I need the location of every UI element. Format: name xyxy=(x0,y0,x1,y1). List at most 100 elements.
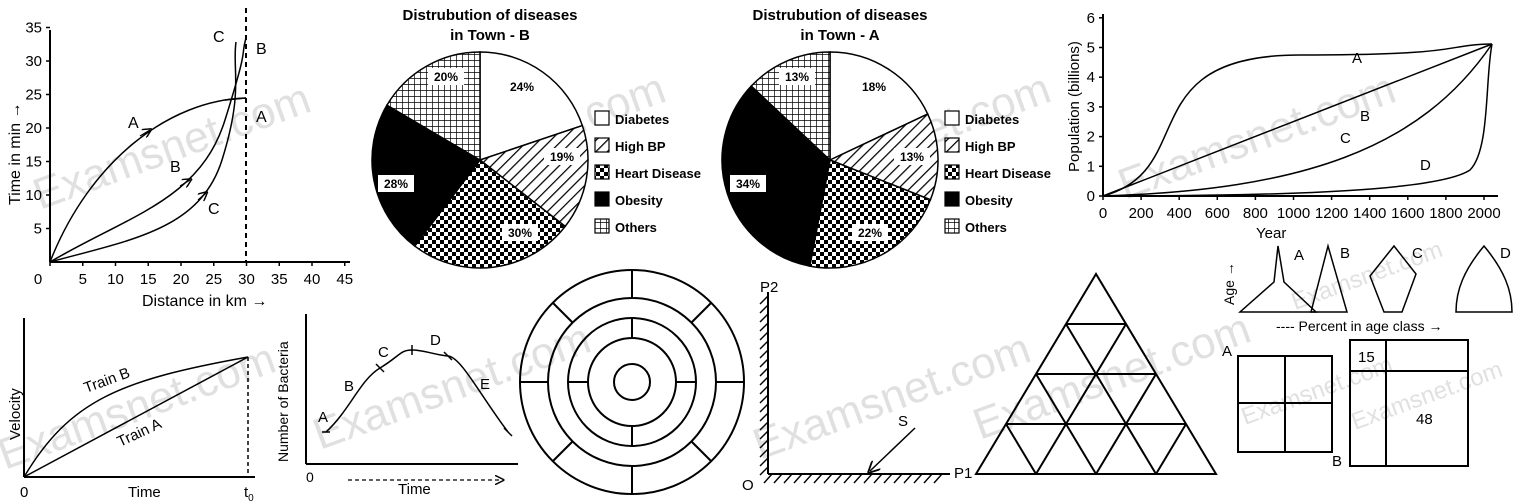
y-tick-label: 6 xyxy=(1087,10,1095,27)
curve-label-c-top: C xyxy=(213,29,225,46)
distance-time-graph: 5 10 15 20 25 30 35 0 5 10 15 20 25 30 35 40 45 Time in… xyxy=(7,8,353,310)
y-tick-label: 5 xyxy=(34,221,42,238)
data-label: 28% xyxy=(384,177,408,191)
value-48: 48 xyxy=(1416,411,1433,428)
x-tick-label: 35 xyxy=(271,271,288,288)
mirror-p2-hatch xyxy=(759,295,769,476)
x-tick-label: 2000 xyxy=(1467,205,1500,222)
data-label: 30% xyxy=(508,226,532,240)
legend-label: Others xyxy=(615,220,657,235)
legend-label: Heart Disease xyxy=(965,166,1051,181)
x-tick-label: 0 xyxy=(1099,205,1107,222)
legend-swatch xyxy=(594,137,610,153)
curve-label-d: D xyxy=(1420,157,1431,174)
x-tick-label: 600 xyxy=(1205,205,1230,222)
phase-label-a: A xyxy=(318,409,328,426)
curve-d xyxy=(1102,43,1493,197)
square-a-label: A xyxy=(1222,343,1232,360)
data-label: 13% xyxy=(900,150,924,164)
curve-label-a: A xyxy=(1352,50,1362,67)
pie-title-line2: in Town - B xyxy=(450,27,530,44)
y-tick-label: 25 xyxy=(25,87,42,104)
legend-swatch xyxy=(594,218,610,234)
data-label-bg xyxy=(779,68,815,85)
pie-slice-black xyxy=(371,104,482,248)
origin-label: 0 xyxy=(306,469,314,485)
x-tick-label: 400 xyxy=(1167,205,1192,222)
pie-slice-check xyxy=(808,158,932,269)
x-tick-label: 1800 xyxy=(1429,205,1462,222)
origin-label: 0 xyxy=(20,484,28,501)
shape-d xyxy=(1455,244,1513,313)
watermark: Examsnet.com xyxy=(0,334,282,480)
shape-label-b: B xyxy=(1340,245,1350,262)
data-label: 18% xyxy=(862,80,886,94)
incident-ray xyxy=(870,427,916,471)
y-ticks: 5 10 15 20 25 30 35 xyxy=(25,20,50,238)
train-b-curve xyxy=(23,356,249,478)
legend-swatch xyxy=(944,137,960,153)
y-tick-label: 2 xyxy=(1087,129,1095,146)
legend-swatch xyxy=(594,110,610,126)
x-ticks: 0 5 10 15 20 25 30 35 40 45 xyxy=(34,262,353,288)
x-ticks: 0 200 400 600 800 1000 1200 1400 1600 1800 2000 xyxy=(1099,196,1501,222)
curve-a-flat xyxy=(224,97,247,101)
train-a-line xyxy=(23,356,249,478)
value-15: 15 xyxy=(1358,349,1375,366)
curve-label-a: A xyxy=(128,115,139,132)
curve-b xyxy=(49,37,247,263)
shape-label-d: D xyxy=(1500,245,1511,262)
data-label: 24% xyxy=(510,80,534,94)
spokes-outer xyxy=(520,270,744,494)
pie-title-line1: Distrubution of diseases xyxy=(402,7,577,24)
y-axis-label: Number of Bacteria xyxy=(275,341,291,462)
label-p2: P2 xyxy=(760,279,778,296)
legend-swatch xyxy=(944,218,960,234)
mirror-diagram: P2 P1 O S xyxy=(742,279,972,494)
legend-label: Diabetes xyxy=(965,112,1019,127)
shape-b xyxy=(1310,243,1348,313)
pie-chart-town-a: Distrubution of diseases in Town - A 18%… xyxy=(721,7,939,269)
y-tick-label: 0 xyxy=(1087,188,1095,205)
legend-swatch xyxy=(594,164,610,180)
y-tick-label: 10 xyxy=(25,187,42,204)
label-o: O xyxy=(742,477,754,494)
y-axis-label: Time in min → xyxy=(7,102,24,205)
x-axis-label: Distance in km → xyxy=(142,293,267,310)
x-axis-label: Time xyxy=(128,484,161,501)
data-label-bg xyxy=(852,224,888,241)
y-ticks: 0 1 2 3 4 5 6 xyxy=(1087,10,1103,205)
pie-slice-hatch xyxy=(828,113,939,201)
bacteria-growth-graph: Number of Bacteria Time 0 A B C D E xyxy=(275,314,518,498)
data-label: 20% xyxy=(434,70,458,84)
curve-label-a-right: A xyxy=(256,109,267,126)
curve-a xyxy=(1102,43,1493,197)
curve-a xyxy=(49,97,247,263)
shape-label-a: A xyxy=(1294,247,1304,264)
y-tick-label: 35 xyxy=(25,20,42,37)
legend-swatch xyxy=(944,164,960,180)
phase-marks xyxy=(322,345,513,437)
x-tick-label: 1200 xyxy=(1315,205,1348,222)
label-s: S xyxy=(898,413,908,430)
legend-label: Obesity xyxy=(615,193,663,208)
y-axis-label: Velocity xyxy=(7,388,24,440)
legend-label: High BP xyxy=(965,139,1016,154)
phase-label-e: E xyxy=(480,376,490,393)
y-tick-label: 20 xyxy=(25,120,42,137)
pie-slice-white xyxy=(829,51,929,162)
x-tick-label: 200 xyxy=(1129,205,1154,222)
curve-label-c: C xyxy=(208,201,220,218)
x-tick-label: 800 xyxy=(1243,205,1268,222)
data-label-bg xyxy=(544,148,580,165)
x-tick-label: 15 xyxy=(140,271,157,288)
t0-label: t0 xyxy=(244,484,254,504)
legend-town-b: Diabetes High BP Heart Disease Obesity Other… xyxy=(594,110,701,235)
phase-label-c: C xyxy=(378,344,389,361)
age-axis-label: Age → xyxy=(1221,262,1237,305)
data-label-bg xyxy=(894,148,930,165)
y-tick-label: 15 xyxy=(25,154,42,171)
mirror-p1-hatch xyxy=(763,473,943,484)
legend-label: Heart Disease xyxy=(615,166,701,181)
curve-b xyxy=(1102,43,1493,197)
